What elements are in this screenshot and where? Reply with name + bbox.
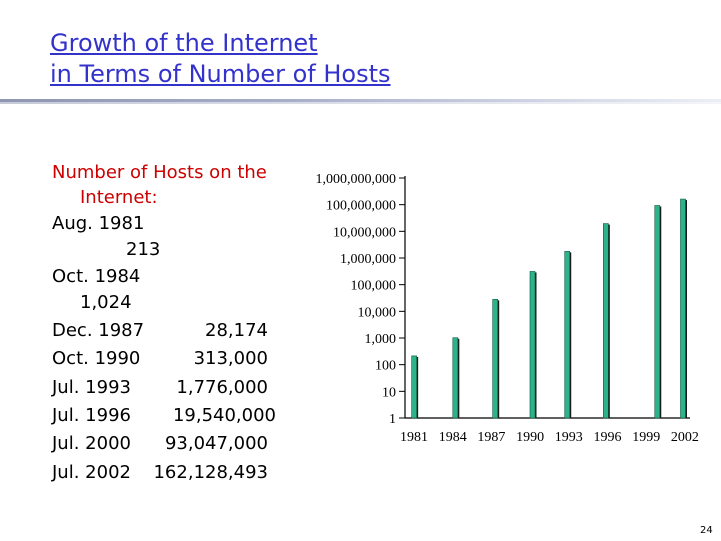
list-value: 213 bbox=[126, 239, 161, 260]
list-value: 1,776,000 bbox=[176, 377, 268, 398]
list-date: Oct. 1990 bbox=[52, 348, 141, 369]
bar bbox=[564, 251, 571, 419]
y-tick-label: 100,000 bbox=[351, 279, 397, 294]
bar bbox=[603, 223, 609, 419]
list-date: Jul. 1996 bbox=[52, 405, 131, 426]
y-tick-label: 1 bbox=[389, 412, 396, 427]
list-header-line-2: Internet: bbox=[80, 187, 158, 208]
list-date: Aug. 1981 bbox=[52, 213, 145, 234]
list-header-line-1: Number of Hosts on the bbox=[52, 162, 267, 183]
y-tick-label: 10,000 bbox=[358, 305, 397, 320]
list-value: 93,047,000 bbox=[164, 433, 268, 454]
y-tick-label: 1,000 bbox=[365, 332, 397, 347]
y-tick-label: 100,000,000 bbox=[326, 199, 396, 214]
list-date: Dec. 1987 bbox=[52, 320, 145, 341]
slide-page-number: 24 bbox=[700, 525, 713, 536]
y-tick-label: 1,000,000 bbox=[340, 252, 396, 267]
bar bbox=[411, 355, 417, 419]
list-date: Jul. 2000 bbox=[52, 433, 131, 454]
bar bbox=[654, 205, 661, 419]
title-divider bbox=[0, 99, 721, 104]
list-value: 162,128,493 bbox=[153, 462, 268, 483]
list-value: 313,000 bbox=[193, 348, 268, 369]
x-tick-label: 1987 bbox=[477, 430, 505, 445]
list-value: 28,174 bbox=[205, 320, 268, 341]
y-tick-label: 10,000,000 bbox=[333, 225, 396, 240]
list-date: Jul. 2002 bbox=[52, 462, 131, 483]
y-tick-label: 1,000,000,000 bbox=[316, 172, 397, 187]
x-tick-label: 1996 bbox=[594, 430, 622, 445]
list-value: 1,024 bbox=[80, 292, 132, 313]
x-tick-label: 1981 bbox=[400, 430, 428, 445]
x-tick-label: 1990 bbox=[516, 430, 544, 445]
bar bbox=[452, 337, 459, 419]
bar bbox=[680, 198, 686, 419]
slide-title-line-1: Growth of the Internet bbox=[50, 29, 318, 57]
x-tick-label: 1984 bbox=[439, 430, 467, 445]
list-value: 19,540,000 bbox=[172, 405, 276, 426]
bar bbox=[492, 299, 498, 419]
slide-title-line-2: in Terms of Number of Hosts bbox=[50, 60, 391, 88]
list-date: Jul. 1993 bbox=[52, 377, 131, 398]
bar bbox=[529, 271, 536, 419]
y-tick-label: 10 bbox=[382, 385, 396, 400]
list-date: Oct. 1984 bbox=[52, 266, 141, 287]
slide-title: Growth of the Internet in Terms of Numbe… bbox=[50, 28, 391, 90]
x-tick-label: 1993 bbox=[555, 430, 583, 445]
x-tick-label: 2002 bbox=[671, 430, 699, 445]
y-tick-label: 100 bbox=[375, 359, 396, 374]
x-tick-label: 1999 bbox=[632, 430, 660, 445]
